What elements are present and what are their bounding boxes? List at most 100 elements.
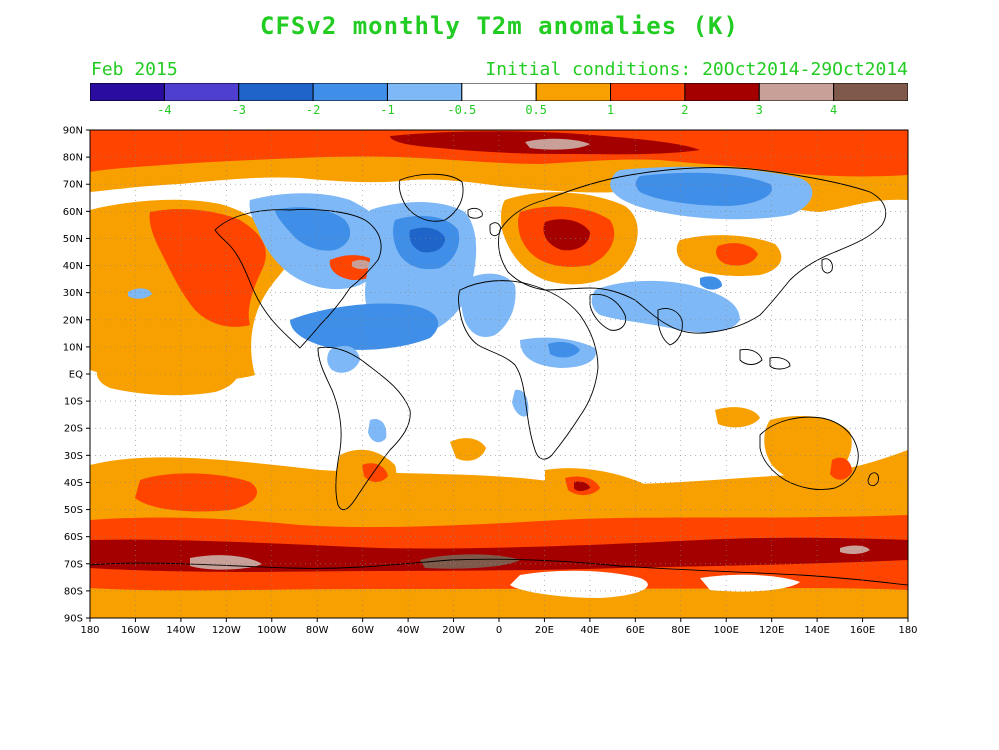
warm-region [362,463,388,482]
colorbar-swatch [535,82,612,102]
warm-region [450,438,486,461]
colorbar-label: -1 [380,103,395,117]
colorbar-label: 1 [606,103,615,117]
colorbar-label: 3 [755,103,763,117]
cool-region [548,342,580,358]
lon-label: 60W [351,625,374,636]
warm-region [715,407,760,428]
lat-label: 80S [64,586,83,597]
warm-region [525,138,590,150]
lon-label: 60E [626,625,645,636]
warm-region [840,545,870,555]
cool-region [327,345,360,373]
colorbar-swatch [684,82,760,102]
cool-region [290,303,439,350]
lat-label: 20S [64,424,83,435]
colorbar-swatches [89,82,909,102]
warm-region [149,209,266,327]
colorbar-swatch [312,82,388,102]
colorbar-swatch [833,82,909,102]
lat-label: 20N [63,315,83,326]
colorbar-swatch [610,82,686,102]
lat-label: 70N [63,180,83,191]
axis-ticks [86,129,909,622]
warm-region [420,554,520,569]
lat-label: 80N [63,153,83,164]
lat-label: 70S [64,559,83,570]
warm-region [90,130,908,177]
colorbar-label: 0.5 [525,103,548,117]
neutral-region [700,574,800,592]
lat-label: EQ [69,370,83,381]
lat-label: 30N [63,288,83,299]
warm-region [352,259,372,269]
lon-label: 180 [898,625,917,636]
warm-region [764,416,852,483]
cool-region [635,172,772,206]
lat-label: 10S [64,397,83,408]
lon-label: 100E [714,625,739,636]
lon-label: 80W [306,625,329,636]
cool-region [591,280,740,333]
forecast-month: Feb 2015 [91,59,178,80]
colorbar-label: 2 [681,103,689,117]
colorbar-label: 4 [830,103,838,117]
warm-region [135,473,258,512]
lat-label: 40N [63,261,83,272]
cool-region [275,207,351,251]
lon-label: 100W [257,625,286,636]
neutral-region [510,570,648,598]
lon-label: 20W [442,625,465,636]
colorbar-labels: -4 -3 -2 -1 -0.5 0.5 1 2 3 4 [0,103,999,121]
warm-region [574,481,590,491]
initial-conditions: Initial conditions: 20Oct2014-29Oct2014 [485,59,908,80]
cool-region [700,276,722,290]
cool-region [368,418,387,443]
lon-label: 80E [671,625,690,636]
warm-region [90,537,908,572]
map-title: CFSv2 monthly T2m anomalies (K) [260,12,739,40]
colorbar-swatch [386,82,463,102]
lon-label: 160E [850,625,875,636]
lat-label: 40S [64,478,83,489]
lon-label: 0 [496,625,502,636]
colorbar-swatch [89,82,165,102]
lat-label: 60N [63,207,83,218]
colorbar-swatch [461,82,537,102]
warm-region [96,357,239,396]
colorbar-label: -0.5 [447,103,477,117]
lon-label: 120W [212,625,241,636]
lat-label: 30S [64,451,83,462]
colorbar-swatch [238,82,314,102]
colorbar-label: -2 [305,103,321,117]
lon-label: 20E [535,625,554,636]
cool-region [512,389,529,417]
lat-label: 60S [64,532,83,543]
lon-label: 140W [166,625,195,636]
lon-label: 120E [759,625,784,636]
lon-label: 160W [121,625,150,636]
axis-labels: 90N 80N 70N 60N 50N 40N 30N 20N 10N EQ 10S 20S 30S 40… [63,126,918,637]
lat-label: 90N [63,126,83,137]
warm-region [830,457,852,480]
lon-label: 40W [397,625,420,636]
cool-region [409,227,445,253]
warm-region [543,219,590,251]
colorbar-swatch [163,82,240,102]
coastlines [90,167,908,586]
lat-label: 50S [64,505,83,516]
warm-region [716,243,758,266]
lat-label: 90S [64,614,83,625]
lat-label: 10N [63,342,83,353]
colorbar [89,82,909,102]
anomaly-field [90,130,908,618]
colorbar-label: -3 [231,103,246,117]
cool-region [461,273,516,338]
colorbar-label: -4 [157,103,172,117]
lon-label: 180 [80,625,99,636]
lat-label: 50N [63,234,83,245]
lon-label: 40E [580,625,599,636]
anomaly-map: 90N 80N 70N 60N 50N 40N 30N 20N 10N EQ 10S 20S 30S 40… [0,120,999,640]
lon-label: 140E [804,625,829,636]
colorbar-swatch [758,82,835,102]
